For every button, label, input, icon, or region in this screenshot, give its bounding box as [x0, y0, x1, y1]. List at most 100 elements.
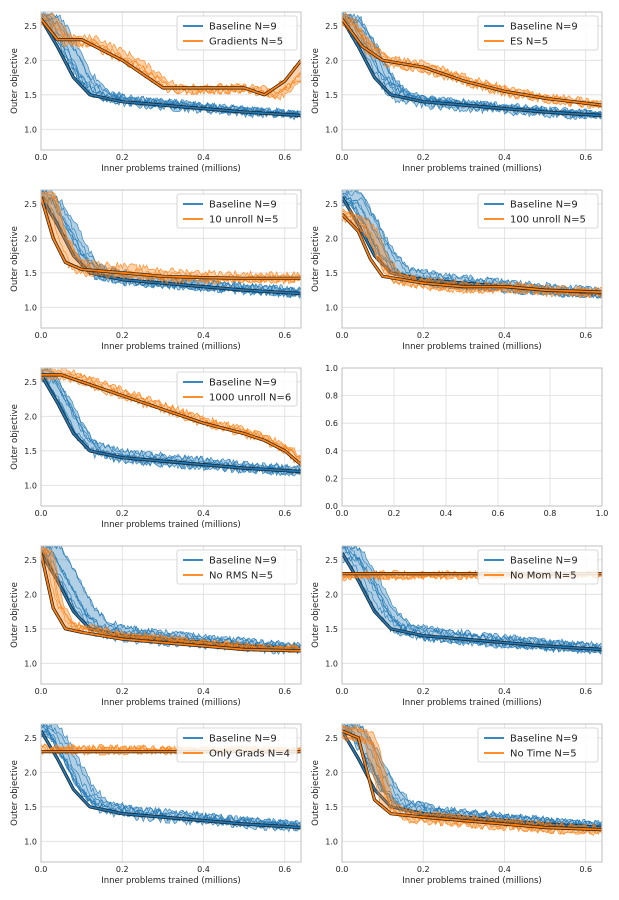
x-axis-label: Inner problems trained (millions) [402, 164, 542, 174]
legend-entry: 100 unroll N=5 [510, 215, 586, 226]
x-tick-label: 0.0 [35, 865, 48, 874]
x-tick-label: 0.4 [197, 865, 210, 874]
subplot-5: 0.0 0.2 0.4 0.6 1.0 1.5 2.0 2.5 Inner problems t… [10, 367, 302, 530]
x-tick-label: 0.6 [278, 865, 291, 874]
run-line [342, 208, 602, 294]
x-tick-label: 0.6 [579, 865, 592, 874]
y-tick-label: 1.0 [24, 481, 37, 490]
x-tick-label: 0.4 [197, 331, 210, 340]
legend-entry: No RMS N=5 [209, 571, 273, 582]
x-tick-label: 0.0 [336, 509, 349, 518]
series-layer [41, 546, 301, 655]
y-tick-label: 2.5 [325, 200, 338, 209]
mean-line [342, 552, 602, 651]
y-tick-label: 1.5 [24, 91, 37, 100]
x-axis-label: Inner problems trained (millions) [101, 520, 241, 530]
y-tick-label: 2.0 [24, 56, 37, 65]
run-line [41, 546, 301, 651]
x-tick-label: 0.6 [579, 153, 592, 162]
axes-frame [40, 11, 302, 151]
y-tick-label: 2.5 [24, 556, 37, 565]
run-line [342, 13, 602, 117]
y-tick-label: 0.8 [325, 392, 338, 401]
series-band [41, 368, 301, 477]
series-band [342, 209, 602, 298]
axes-frame [40, 545, 302, 685]
subplot-3: 0.0 0.2 0.4 0.6 1.0 1.5 2.0 2.5 Inner problems t… [10, 189, 302, 352]
run-line [43, 368, 301, 463]
legend-entry: No Time N=5 [510, 749, 577, 760]
legend-entry: 10 unroll N=5 [209, 215, 279, 226]
run-line [41, 724, 301, 826]
run-line [342, 546, 602, 651]
y-tick-label: 1.5 [24, 447, 37, 456]
y-tick-label: 1.5 [24, 625, 37, 634]
y-tick-label: 1.0 [325, 837, 338, 846]
x-tick-label: 0.2 [417, 865, 430, 874]
x-tick-label: 0.4 [498, 331, 511, 340]
y-tick-label: 1.5 [24, 269, 37, 278]
legend: Baseline N=9 100 unroll N=5 [477, 193, 599, 229]
axes-frame [40, 189, 302, 329]
legend-entry: Baseline N=9 [209, 378, 277, 389]
axes-frame [341, 723, 603, 863]
mean-line [41, 18, 301, 96]
legend-entry: 1000 unroll N=6 [209, 393, 291, 404]
y-tick-label: 1.0 [24, 125, 37, 134]
y-axis-label: Outer objective [311, 48, 321, 114]
x-tick-label: 0.4 [440, 509, 453, 518]
y-tick-label: 1.5 [24, 803, 37, 812]
run-line [342, 23, 602, 110]
legend-entry: ES N=5 [510, 37, 548, 48]
legend: Baseline N=9 Gradients N=5 [176, 15, 298, 51]
x-tick-label: 0.2 [116, 153, 129, 162]
y-axis-label: Outer objective [311, 760, 321, 826]
y-axis-label: Outer objective [10, 226, 20, 292]
legend-entry: Only Grads N=4 [209, 749, 290, 760]
x-tick-label: 0.2 [417, 153, 430, 162]
y-axis-label: Outer objective [311, 226, 321, 292]
run-line [41, 546, 301, 650]
run-line [41, 191, 301, 278]
y-tick-label: 0.2 [325, 474, 338, 483]
mean-line [41, 730, 301, 829]
y-tick-label: 2.5 [325, 556, 338, 565]
y-tick-label: 2.5 [325, 22, 338, 31]
legend-entry: Baseline N=9 [209, 22, 277, 33]
y-tick-label: 2.0 [24, 412, 37, 421]
x-tick-label: 0.2 [116, 509, 129, 518]
y-tick-label: 1.0 [325, 364, 338, 373]
y-tick-label: 1.0 [325, 125, 338, 134]
x-tick-label: 0.0 [336, 687, 349, 696]
axes-frame [40, 723, 302, 863]
x-tick-label: 0.0 [336, 865, 349, 874]
legend-entry: Baseline N=9 [510, 734, 578, 745]
mean-line [41, 374, 301, 473]
x-axis-label: Inner problems trained (millions) [101, 876, 241, 886]
legend-entry: Gradients N=5 [209, 37, 283, 48]
x-tick-label: 0.4 [498, 687, 511, 696]
legend-entry: Baseline N=9 [510, 556, 578, 567]
x-tick-label: 0.2 [116, 331, 129, 340]
mean-line [41, 374, 301, 466]
y-tick-label: 2.0 [24, 234, 37, 243]
run-line [342, 190, 602, 293]
run-line [41, 19, 301, 121]
legend-entry: Baseline N=9 [209, 200, 277, 211]
series-layer [342, 724, 602, 837]
y-tick-label: 2.5 [24, 22, 37, 31]
legend: Baseline N=9 No Mom N=5 [477, 549, 599, 585]
y-tick-label: 0.0 [325, 502, 338, 511]
legend-entry: Baseline N=9 [209, 556, 277, 567]
series-layer [41, 368, 301, 477]
series-band [41, 368, 301, 468]
y-tick-label: 2.0 [325, 234, 338, 243]
subplot-7: 0.0 0.2 0.4 0.6 1.0 1.5 2.0 2.5 Inner problems t… [10, 545, 302, 708]
y-tick-label: 2.0 [325, 56, 338, 65]
x-tick-label: 0.4 [197, 153, 210, 162]
legend-entry: Baseline N=9 [209, 734, 277, 745]
mean-line [342, 18, 602, 106]
legend: Baseline N=9 1000 unroll N=6 [176, 371, 298, 407]
series-layer [342, 12, 602, 121]
legend-entry: Baseline N=9 [510, 22, 578, 33]
